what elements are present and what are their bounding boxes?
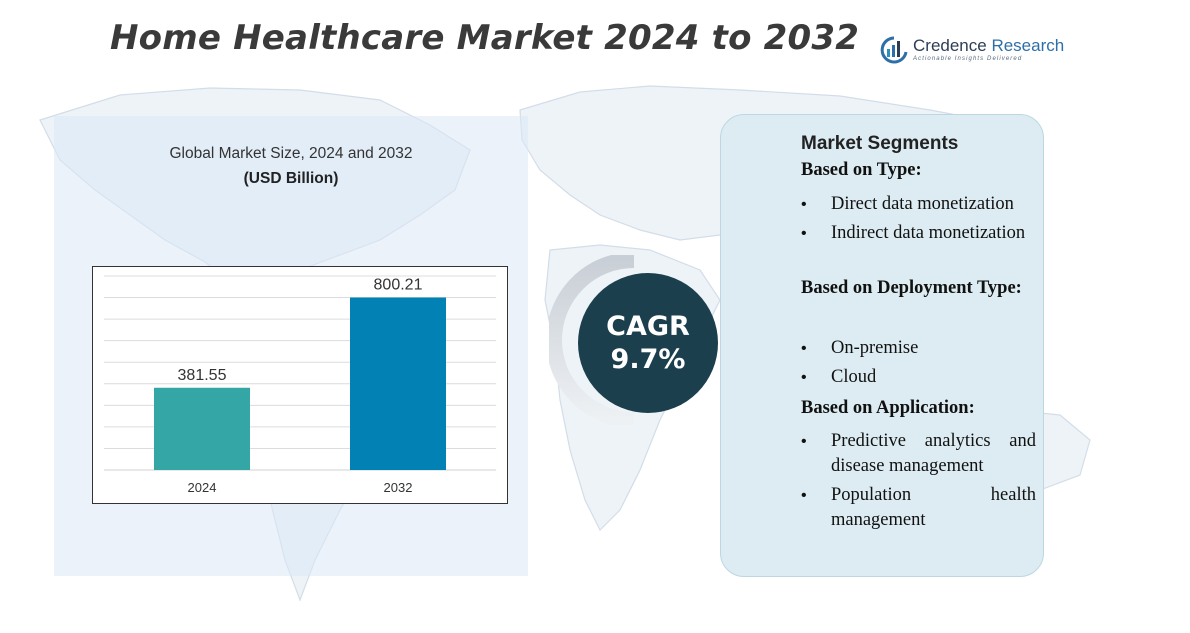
cagr-label: CAGR (606, 311, 690, 342)
bullet-icon: • (801, 487, 807, 504)
logo-name-part1: Credence (913, 36, 987, 55)
x-tick-label-2024: 2024 (188, 480, 217, 495)
chart-title: Global Market Size, 2024 and 2032 (169, 145, 413, 162)
segment-item: Indirect data monetization (831, 223, 1026, 243)
bar-2032 (350, 297, 446, 470)
segment-item: Predictive analytics and disease managem… (831, 431, 1036, 476)
bullet-icon: • (801, 196, 807, 213)
bar-chart: 381.55 2024 800.21 2032 (92, 266, 508, 504)
segment-item: Cloud (831, 367, 877, 387)
segment-heading-application: Based on Application: (801, 398, 975, 418)
bullet-icon: • (801, 340, 807, 357)
page-title: Home Healthcare Market 2024 to 2032 (110, 18, 860, 58)
segment-item: Direct data monetization (831, 194, 1014, 214)
logo-tagline: Actionable Insights Delivered (913, 56, 1023, 62)
segment-item: On-premise (831, 338, 919, 358)
chart-unit-label: (USD Billion) (243, 170, 339, 187)
cagr-badge: CAGR 9.7% (578, 273, 718, 413)
logo-name: Credence Research (913, 36, 1064, 56)
data-label-2032: 800.21 (374, 277, 423, 294)
logo-mark-icon (880, 36, 908, 64)
company-logo: Credence Research Actionable Insights De… (880, 36, 1070, 72)
segment-item: Population health management (831, 485, 1036, 530)
bar-2024 (154, 387, 250, 470)
logo-name-part2: Research (986, 36, 1065, 55)
cagr-value: 9.7% (610, 344, 686, 375)
cagr-ring-decoration (549, 255, 635, 425)
data-label-2024: 381.55 (178, 367, 227, 384)
bars: 381.55 2024 800.21 2032 (154, 277, 446, 495)
bullet-icon: • (801, 225, 807, 242)
segments-panel (720, 114, 1044, 577)
segment-heading-deployment: Based on Deployment Type: (801, 278, 1022, 298)
x-tick-label-2032: 2032 (384, 480, 413, 495)
bullet-icon: • (801, 433, 807, 450)
segment-heading-type: Based on Type: (801, 160, 922, 180)
bullet-icon: • (801, 369, 807, 386)
segments-title: Market Segments (801, 133, 959, 154)
